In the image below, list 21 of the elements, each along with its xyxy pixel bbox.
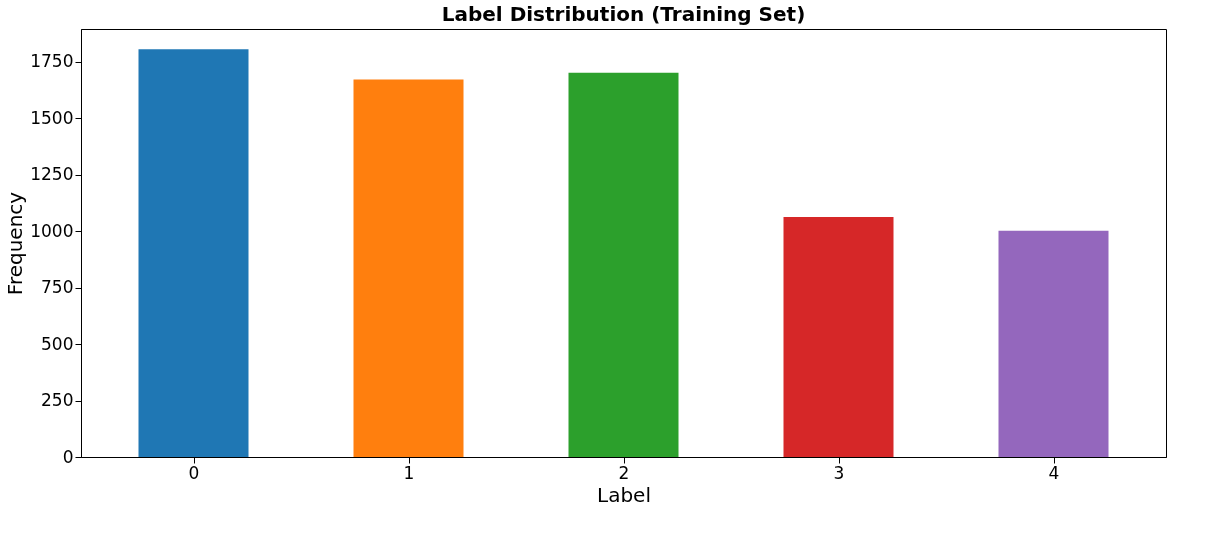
bar — [138, 49, 249, 457]
y-tick-label: 250 — [41, 390, 74, 411]
y-tick-label: 1750 — [30, 51, 74, 72]
x-axis-title: Label — [597, 482, 651, 507]
bar — [353, 79, 464, 457]
x-tick-label: 3 — [833, 462, 845, 483]
chart-title: Label Distribution (Training Set) — [441, 2, 806, 26]
y-tick-label: 1500 — [30, 107, 74, 128]
y-tick-label: 1000 — [30, 220, 74, 241]
x-tick-label: 0 — [188, 462, 200, 483]
y-tick-label: 1250 — [30, 164, 74, 185]
bar — [783, 217, 894, 457]
x-tick-label: 2 — [618, 462, 630, 483]
y-tick-label: 750 — [41, 277, 74, 298]
x-tick-label: 1 — [403, 462, 415, 483]
y-axis-title: Frequency — [3, 191, 28, 296]
x-tick-label: 4 — [1048, 462, 1060, 483]
y-tick-label: 500 — [41, 333, 74, 354]
bar — [998, 230, 1109, 457]
y-tick-label: 0 — [62, 446, 74, 467]
bar — [568, 72, 679, 457]
